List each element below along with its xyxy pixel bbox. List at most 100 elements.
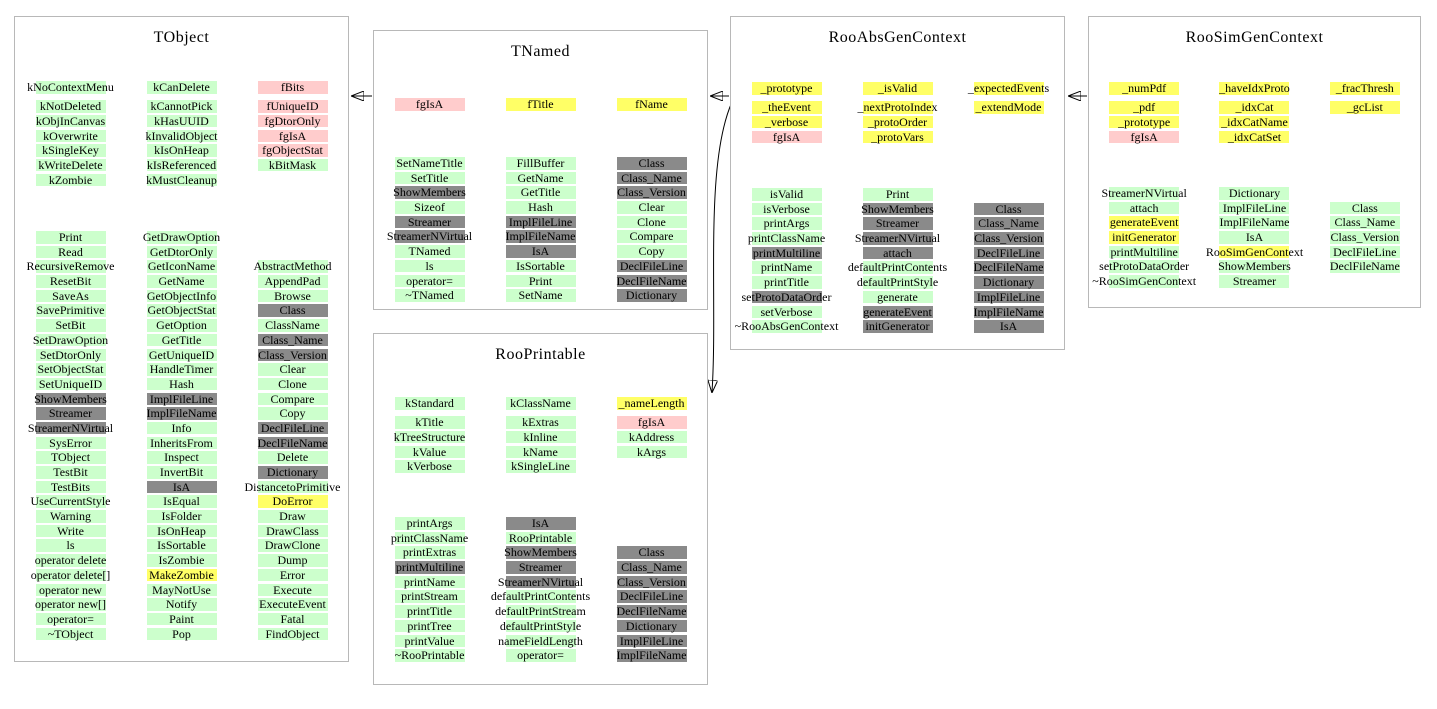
member-item[interactable]: _gcList bbox=[1310, 100, 1420, 115]
member-item[interactable]: GetName bbox=[126, 274, 237, 289]
member-item[interactable]: ~TNamed bbox=[374, 288, 485, 303]
member-item[interactable]: _theEvent bbox=[731, 100, 842, 115]
member-item[interactable]: fgIsA bbox=[731, 130, 842, 145]
member-item[interactable]: _nameLength bbox=[596, 396, 707, 411]
member-item[interactable]: kZombie bbox=[15, 173, 126, 188]
member-item[interactable]: setProtoDataOrder bbox=[731, 290, 842, 305]
member-item[interactable]: _protoOrder bbox=[842, 115, 953, 130]
member-item[interactable]: Copy bbox=[596, 244, 707, 259]
member-item[interactable]: kStandard bbox=[374, 396, 485, 411]
member-item[interactable]: ImplFileLine bbox=[953, 290, 1064, 305]
member-item[interactable]: Class_Version bbox=[596, 185, 707, 200]
member-item[interactable]: GetOption bbox=[126, 318, 237, 333]
member-item[interactable]: DeclFileName bbox=[1310, 259, 1420, 274]
member-item[interactable]: _extendMode bbox=[953, 100, 1064, 115]
member-item[interactable]: defaultPrintContents bbox=[485, 589, 596, 604]
member-item[interactable]: GetName bbox=[485, 171, 596, 186]
member-item[interactable]: Dictionary bbox=[237, 465, 348, 480]
member-item[interactable]: Clone bbox=[237, 377, 348, 392]
member-item[interactable]: Info bbox=[126, 421, 237, 436]
member-item[interactable]: _prototype bbox=[731, 81, 842, 96]
member-item[interactable]: kIsReferenced bbox=[126, 158, 237, 173]
member-item[interactable]: printName bbox=[374, 575, 485, 590]
member-item[interactable]: DistancetoPrimitive bbox=[237, 480, 348, 495]
member-item[interactable]: ShowMembers bbox=[842, 202, 953, 217]
member-item[interactable]: printClassName bbox=[731, 231, 842, 246]
member-item[interactable]: IsA bbox=[485, 516, 596, 531]
member-item[interactable]: StreamerNVirtual bbox=[374, 229, 485, 244]
member-item[interactable]: initGenerator bbox=[842, 319, 953, 334]
member-item[interactable]: kName bbox=[485, 445, 596, 460]
member-item[interactable]: DeclFileName bbox=[596, 604, 707, 619]
member-item[interactable]: fgDtorOnly bbox=[237, 114, 348, 129]
member-item[interactable]: Class_Version bbox=[1310, 230, 1420, 245]
member-item[interactable]: SetNameTitle bbox=[374, 156, 485, 171]
member-item[interactable]: _idxCat bbox=[1199, 100, 1309, 115]
member-item[interactable]: kOverwrite bbox=[15, 129, 126, 144]
member-item[interactable]: kHasUUID bbox=[126, 114, 237, 129]
member-item[interactable]: fgIsA bbox=[596, 415, 707, 430]
member-item[interactable]: operator= bbox=[374, 274, 485, 289]
member-item[interactable]: IsA bbox=[1199, 230, 1309, 245]
member-item[interactable]: kClassName bbox=[485, 396, 596, 411]
member-item[interactable]: fgIsA bbox=[1089, 130, 1199, 145]
member-item[interactable]: Dictionary bbox=[1199, 186, 1309, 201]
member-item[interactable]: printTitle bbox=[374, 604, 485, 619]
member-item[interactable]: GetTitle bbox=[485, 185, 596, 200]
member-item[interactable]: _expectedEvents bbox=[953, 81, 1064, 96]
member-item[interactable]: UseCurrentStyle bbox=[15, 494, 126, 509]
member-item[interactable]: printTitle bbox=[731, 275, 842, 290]
member-item[interactable]: Compare bbox=[596, 229, 707, 244]
member-item[interactable]: defaultPrintStyle bbox=[485, 619, 596, 634]
member-item[interactable]: ExecuteEvent bbox=[237, 597, 348, 612]
member-item[interactable]: operator new[] bbox=[15, 597, 126, 612]
member-item[interactable]: ~RooPrintable bbox=[374, 648, 485, 663]
member-item[interactable]: ImplFileLine bbox=[596, 634, 707, 649]
member-item[interactable]: generateEvent bbox=[842, 305, 953, 320]
member-item[interactable]: Class bbox=[953, 202, 1064, 217]
member-item[interactable]: attach bbox=[1089, 201, 1199, 216]
member-item[interactable]: kSingleKey bbox=[15, 143, 126, 158]
member-item[interactable]: Streamer bbox=[1199, 274, 1309, 289]
member-item[interactable]: _numPdf bbox=[1089, 81, 1199, 96]
member-item[interactable]: ImplFileLine bbox=[126, 392, 237, 407]
member-item[interactable]: Paint bbox=[126, 612, 237, 627]
member-item[interactable]: printMultiline bbox=[1089, 245, 1199, 260]
member-item[interactable]: StreamerNVirtual bbox=[1089, 186, 1199, 201]
member-item[interactable]: Class_Name bbox=[953, 216, 1064, 231]
member-item[interactable]: kNoContextMenu bbox=[15, 80, 126, 95]
member-item[interactable]: Fatal bbox=[237, 612, 348, 627]
member-item[interactable]: DoError bbox=[237, 494, 348, 509]
member-item[interactable]: Notify bbox=[126, 597, 237, 612]
member-item[interactable]: kMustCleanup bbox=[126, 173, 237, 188]
member-item[interactable]: IsA bbox=[953, 319, 1064, 334]
member-item[interactable]: GetObjectStat bbox=[126, 303, 237, 318]
member-item[interactable]: Dump bbox=[237, 553, 348, 568]
member-item[interactable]: kTitle bbox=[374, 415, 485, 430]
member-item[interactable]: FillBuffer bbox=[485, 156, 596, 171]
member-item[interactable]: defaultPrintContents bbox=[842, 260, 953, 275]
member-item[interactable]: SavePrimitive bbox=[15, 303, 126, 318]
member-item[interactable]: Class bbox=[237, 303, 348, 318]
member-item[interactable]: printClassName bbox=[374, 531, 485, 546]
member-item[interactable]: TestBit bbox=[15, 465, 126, 480]
member-item[interactable]: Hash bbox=[126, 377, 237, 392]
member-item[interactable]: ShowMembers bbox=[15, 392, 126, 407]
member-item[interactable]: MayNotUse bbox=[126, 583, 237, 598]
member-item[interactable]: setProtoDataOrder bbox=[1089, 259, 1199, 274]
member-item[interactable]: operator delete bbox=[15, 553, 126, 568]
member-item[interactable]: GetDrawOption bbox=[126, 230, 237, 245]
member-item[interactable]: ShowMembers bbox=[1199, 259, 1309, 274]
member-item[interactable]: _pdf bbox=[1089, 100, 1199, 115]
member-item[interactable]: Copy bbox=[237, 406, 348, 421]
member-item[interactable]: DrawClone bbox=[237, 538, 348, 553]
member-item[interactable]: GetTitle bbox=[126, 333, 237, 348]
member-item[interactable]: DeclFileLine bbox=[596, 259, 707, 274]
member-item[interactable]: Streamer bbox=[485, 560, 596, 575]
member-item[interactable]: TObject bbox=[15, 450, 126, 465]
member-item[interactable]: kAddress bbox=[596, 430, 707, 445]
member-item[interactable]: SetDrawOption bbox=[15, 333, 126, 348]
member-item[interactable]: Inspect bbox=[126, 450, 237, 465]
member-item[interactable]: printMultiline bbox=[374, 560, 485, 575]
member-item[interactable]: IsSortable bbox=[485, 259, 596, 274]
